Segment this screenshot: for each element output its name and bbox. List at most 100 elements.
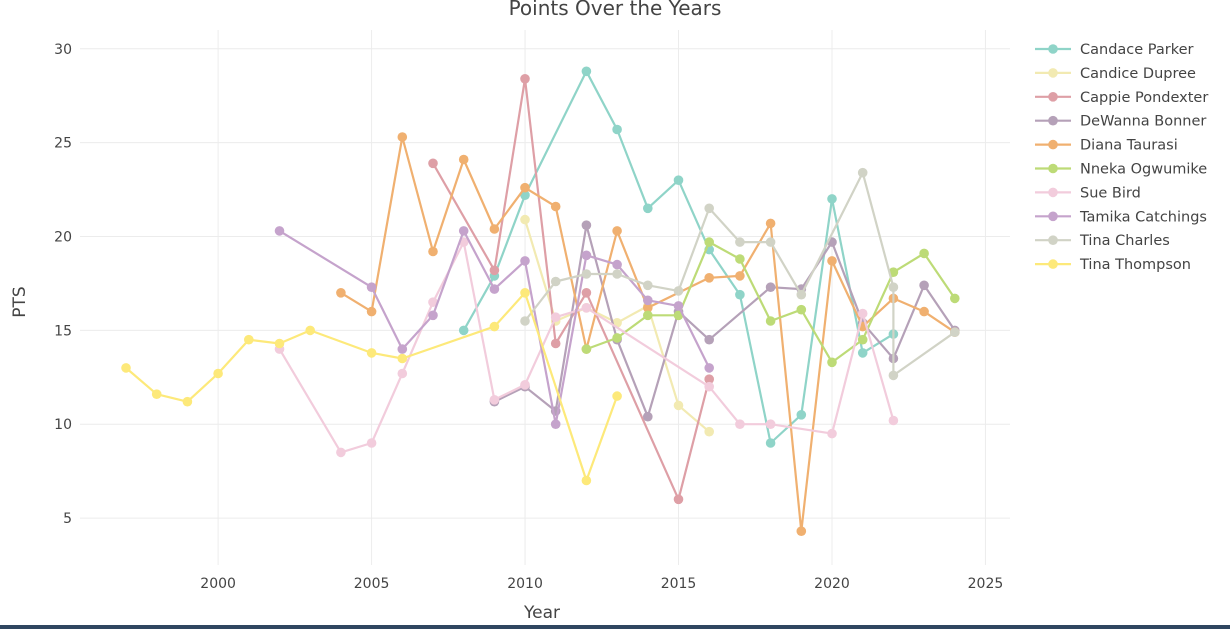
- data-point: [612, 226, 622, 236]
- legend-label: Sue Bird: [1080, 185, 1141, 201]
- data-point: [520, 316, 530, 326]
- data-point: [520, 74, 530, 84]
- data-point: [612, 269, 622, 279]
- data-point: [888, 415, 899, 426]
- data-point: [489, 224, 500, 234]
- data-point: [765, 438, 776, 448]
- legend-item: DeWanna Bonner: [1035, 114, 1206, 130]
- data-point: [643, 411, 653, 422]
- data-point: [520, 182, 530, 193]
- legend-label: DeWanna Bonner: [1080, 114, 1206, 130]
- y-tick-label: 20: [54, 229, 72, 245]
- data-point: [428, 158, 438, 169]
- data-point: [366, 438, 377, 448]
- x-tick-label: 2025: [968, 576, 1004, 592]
- data-point: [489, 321, 500, 332]
- data-point: [765, 218, 776, 229]
- data-point: [458, 154, 469, 165]
- data-point: [520, 214, 530, 225]
- data-point: [397, 132, 408, 142]
- data-point: [827, 428, 837, 439]
- data-point: [765, 419, 776, 430]
- legend-label: Nneka Ogwumike: [1080, 162, 1207, 178]
- data-point: [520, 380, 530, 390]
- series-line: [524, 171, 956, 377]
- data-point: [520, 256, 530, 266]
- data-point: [673, 494, 684, 505]
- y-tick-label: 30: [54, 42, 72, 58]
- series-line: [278, 241, 895, 454]
- series-tamika-catchings: [274, 226, 714, 430]
- legend-item: Nneka Ogwumike: [1035, 162, 1207, 178]
- x-tick-label: 2015: [661, 576, 697, 592]
- legend-item: Cappie Pondexter: [1035, 90, 1208, 106]
- data-point: [489, 284, 500, 294]
- data-point: [950, 327, 960, 338]
- data-point: [643, 280, 653, 291]
- series-nneka-ogwumike: [581, 237, 960, 368]
- data-point: [520, 288, 530, 298]
- legend-label: Tina Thompson: [1079, 257, 1191, 273]
- data-point: [796, 526, 807, 536]
- data-point: [581, 475, 592, 486]
- legend-label: Tina Charles: [1079, 233, 1170, 249]
- data-point: [643, 203, 653, 214]
- x-tick-label: 2010: [507, 576, 543, 592]
- data-point: [274, 226, 285, 236]
- data-point: [643, 303, 653, 313]
- series-cappie-pondexter: [428, 74, 714, 505]
- data-point: [888, 282, 899, 293]
- data-point: [919, 280, 929, 291]
- data-point: [244, 334, 254, 345]
- data-point: [366, 348, 377, 358]
- data-point: [704, 237, 714, 247]
- data-point: [520, 190, 530, 200]
- data-point: [581, 66, 592, 77]
- legend-swatch-marker: [1048, 92, 1058, 102]
- data-point: [550, 312, 561, 323]
- data-point: [366, 306, 377, 317]
- data-point: [612, 124, 622, 135]
- data-point: [673, 175, 684, 185]
- series-sue-bird: [274, 237, 899, 458]
- data-point: [857, 308, 868, 319]
- data-point: [735, 271, 745, 281]
- data-point: [581, 220, 592, 230]
- data-point: [428, 310, 438, 321]
- data-point: [458, 325, 469, 336]
- data-point: [704, 334, 714, 345]
- x-tick-label: 2020: [814, 576, 850, 592]
- data-point: [857, 348, 868, 358]
- legend-item: Tina Charles: [1035, 233, 1170, 249]
- data-point: [305, 325, 316, 336]
- data-point: [550, 338, 561, 349]
- legend: Candace Parker Candice Dupree Cappie Ponde…: [1035, 42, 1208, 273]
- data-point: [735, 289, 745, 300]
- data-point: [366, 282, 377, 293]
- data-point: [704, 203, 714, 214]
- chart-title: Points Over the Years: [509, 0, 722, 20]
- data-point: [704, 374, 714, 385]
- data-point: [950, 293, 960, 304]
- legend-label: Diana Taurasi: [1080, 138, 1178, 154]
- legend-swatch-marker: [1048, 68, 1058, 78]
- data-point: [765, 237, 776, 247]
- data-point: [704, 381, 714, 392]
- legend-item: Diana Taurasi: [1035, 138, 1178, 154]
- legend-swatch-marker: [1048, 259, 1058, 269]
- data-point: [673, 301, 684, 311]
- legend-swatch-marker: [1048, 44, 1058, 54]
- data-point: [581, 288, 592, 298]
- grid-lines: [80, 30, 1010, 565]
- y-tick-label: 25: [54, 136, 72, 152]
- data-point: [489, 265, 500, 276]
- data-point: [489, 395, 500, 405]
- data-point: [151, 389, 162, 400]
- data-point: [274, 338, 285, 349]
- data-point: [612, 333, 622, 343]
- data-point: [827, 357, 837, 368]
- data-point: [458, 226, 469, 236]
- data-point: [581, 344, 592, 354]
